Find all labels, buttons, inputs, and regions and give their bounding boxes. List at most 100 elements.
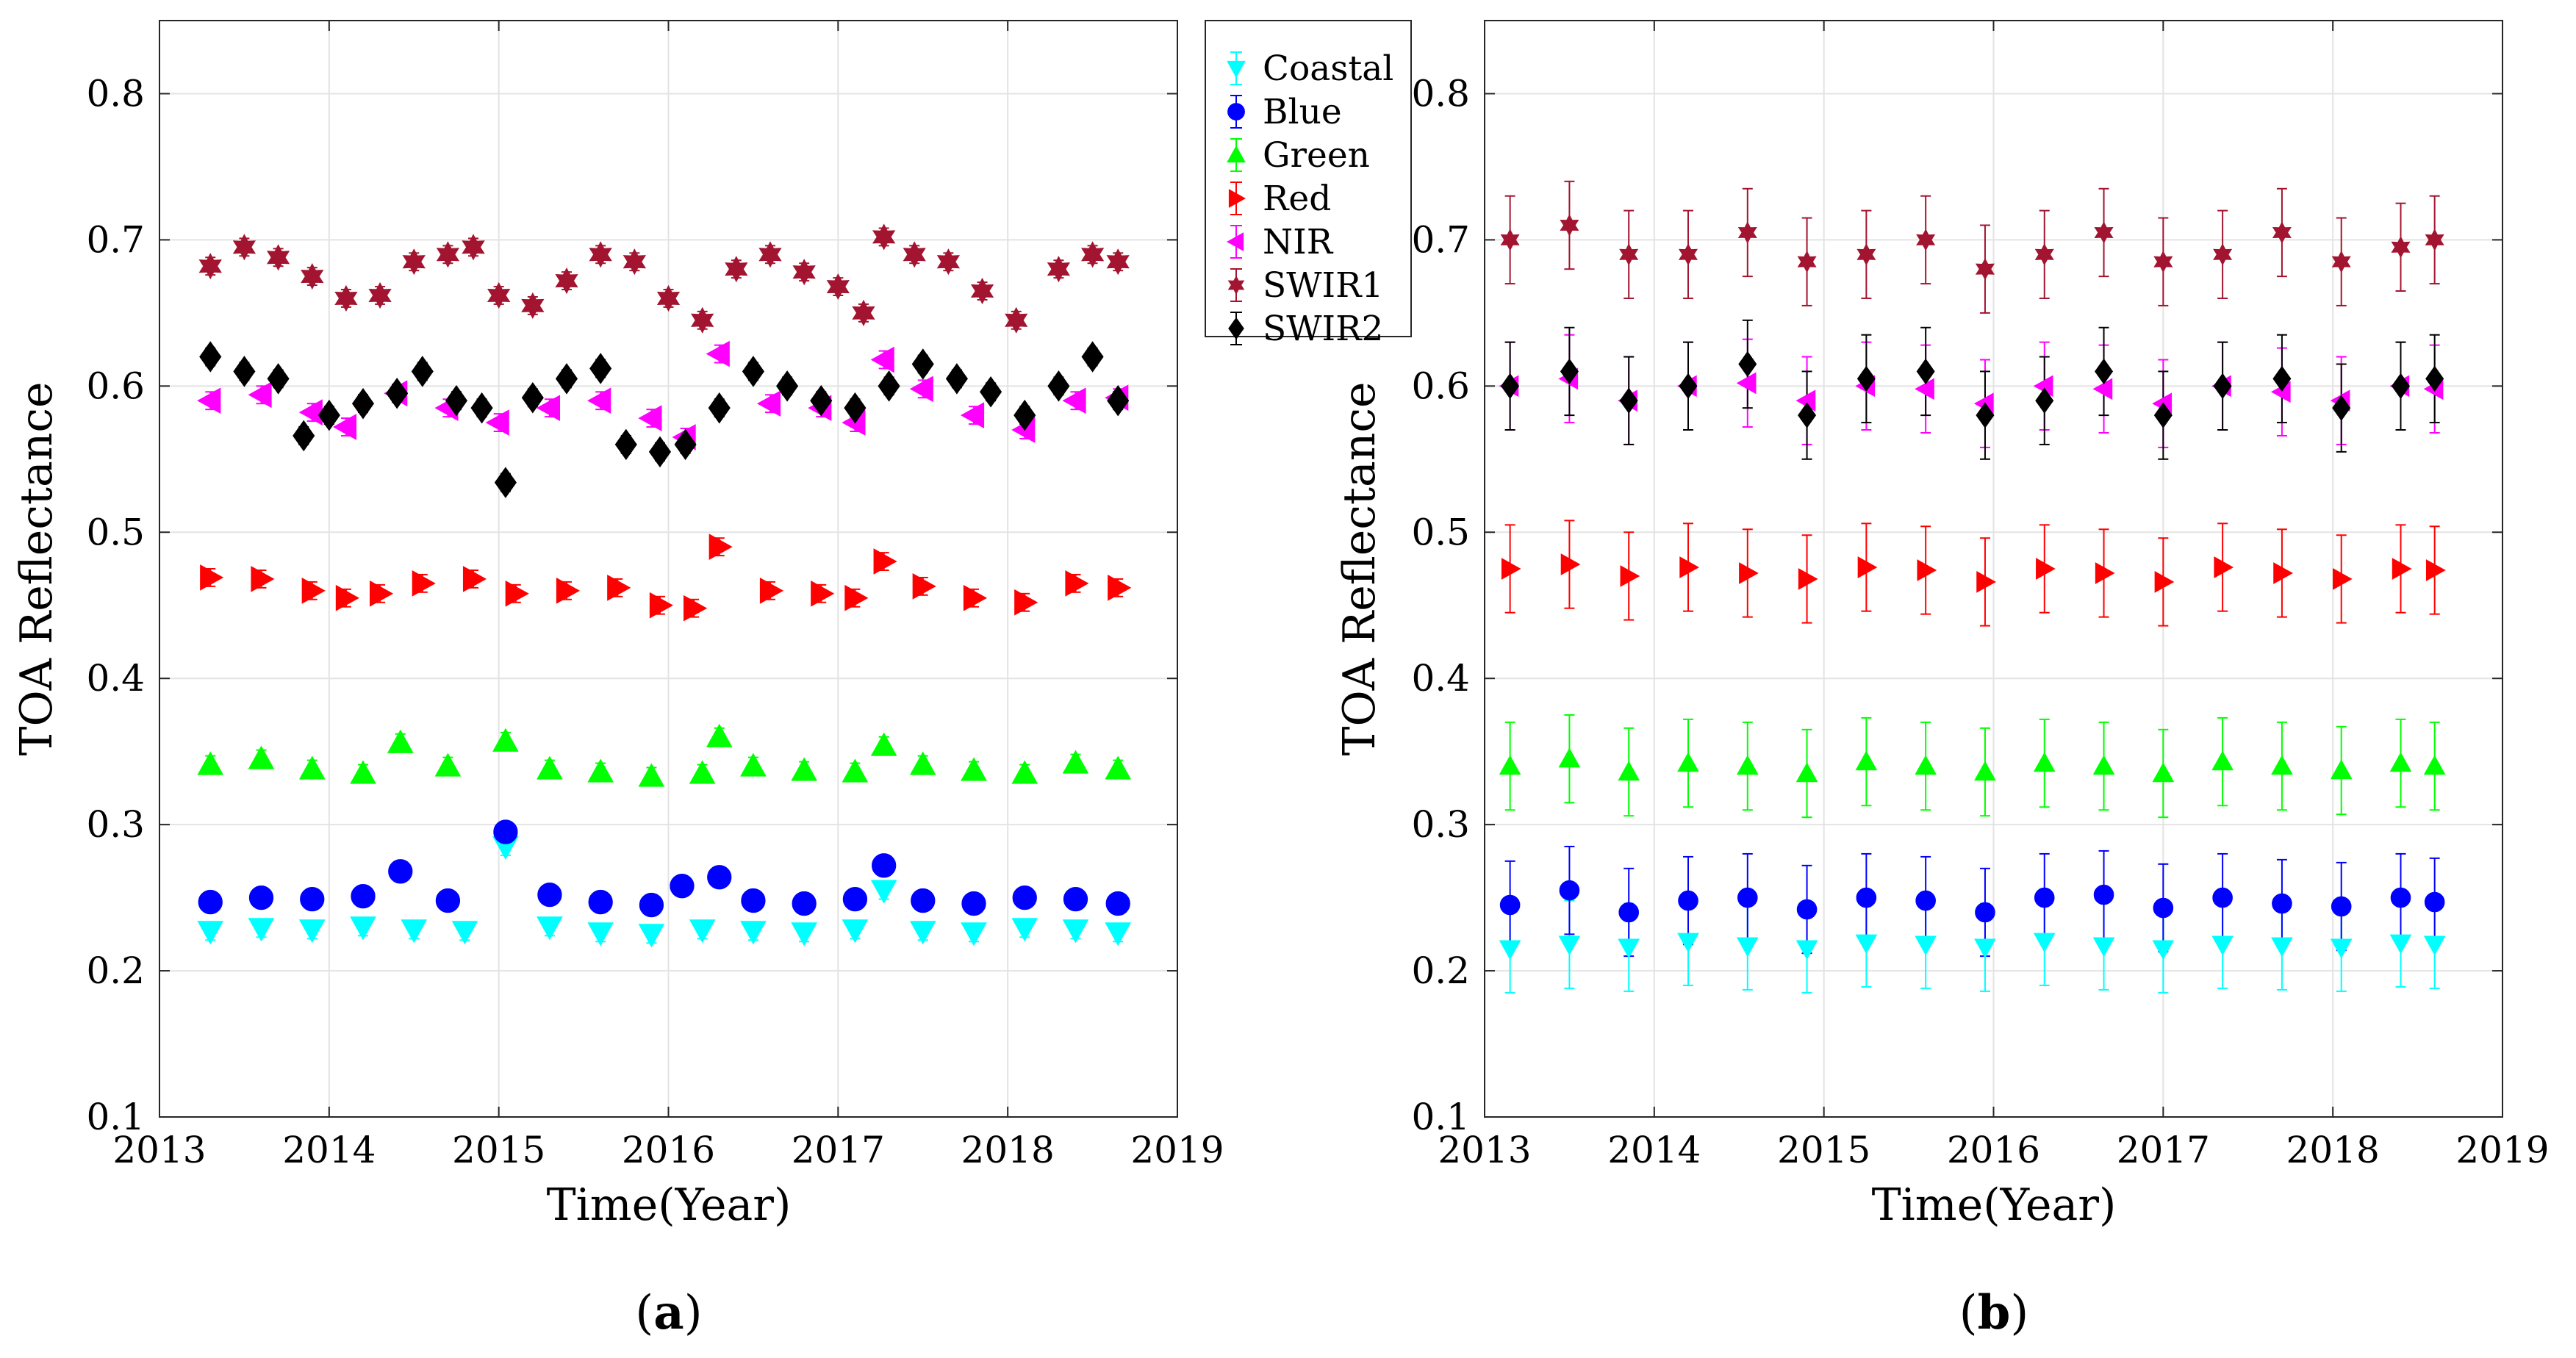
y-tick-label: 0.2 (86, 949, 145, 992)
swir2-point (1560, 358, 1579, 385)
red-point (301, 577, 326, 604)
y-tick-label: 0.4 (86, 657, 145, 700)
red-point (1560, 553, 1581, 575)
red-point (1857, 556, 1878, 578)
blue-point (911, 888, 936, 913)
swir2-point (2425, 365, 2444, 392)
legend-label: Blue (1263, 92, 1342, 132)
coastal-point (791, 922, 818, 946)
red-point (912, 573, 936, 600)
coastal-point (2092, 937, 2115, 958)
swir1-point (1975, 258, 1995, 281)
swir1-point (852, 299, 875, 326)
blue-point (842, 886, 868, 912)
green-point (870, 732, 897, 756)
green-point (1736, 755, 1759, 775)
swir2-point (386, 378, 409, 409)
swir1-point (589, 241, 612, 268)
blue-point (1559, 880, 1580, 901)
green-point (434, 752, 462, 777)
y-tick-label: 0.7 (86, 218, 145, 261)
green-point (2330, 759, 2353, 780)
blue-point (961, 891, 986, 916)
blue-point (388, 859, 413, 884)
swir2-point (445, 384, 468, 417)
red-point (1501, 558, 1521, 580)
swir1-point (1797, 251, 1817, 273)
swir1-point (1500, 229, 1520, 251)
blue-point (707, 865, 732, 890)
green-point (1855, 750, 1878, 771)
swir1-point (1080, 241, 1105, 268)
swir1-point (521, 292, 545, 319)
y-tick-label: 0.1 (1411, 1096, 1470, 1138)
green-point (1915, 755, 1937, 775)
panel-a-y-axis-label: TOA Reflectance (11, 381, 62, 755)
green-point (961, 757, 987, 781)
blue-point (1499, 894, 1521, 916)
x-tick-label: 2019 (1130, 1129, 1224, 1171)
panel-b-caption-close: ) (2010, 1286, 2028, 1340)
coastal-point (1974, 938, 1996, 959)
red-point (369, 580, 394, 607)
green-point (791, 757, 818, 781)
swir2-point (589, 353, 612, 384)
green-point (2152, 762, 2175, 783)
nir-point (960, 402, 985, 428)
blue-point (639, 892, 664, 918)
swir2-point (494, 467, 517, 498)
swir2-point (1081, 341, 1104, 373)
legend-item-swir2: SWIR2 (1228, 309, 1383, 349)
swir2-point (674, 428, 697, 461)
x-tick-label: 2017 (2117, 1129, 2210, 1171)
blue-point (1975, 902, 1995, 923)
red-point (1620, 565, 1640, 587)
coastal-point (1011, 918, 1038, 942)
green-point (1499, 755, 1521, 775)
y-tick-label: 0.4 (1411, 657, 1470, 700)
blue-point (2390, 887, 2411, 908)
red-point (251, 566, 275, 592)
x-tick-label: 2015 (1777, 1129, 1870, 1171)
legend-label: Green (1263, 135, 1370, 176)
nir-point (870, 346, 894, 373)
panel-b: 0.10.20.30.40.50.60.70.8 2013 2014 2015 201… (1334, 20, 2550, 1340)
panel-b-y-ticks: 0.1 0.2 0.3 0.4 0.5 0.6 0.7 0.8 (1411, 72, 2503, 1138)
coastal-point (870, 880, 897, 904)
nir-point (706, 340, 730, 367)
red-point (963, 584, 988, 611)
green-point (537, 755, 563, 780)
swir2-point (470, 392, 493, 424)
nir-point (909, 376, 933, 403)
x-tick-label: 2014 (1607, 1129, 1701, 1171)
panel-b-caption: (b) (1959, 1285, 2029, 1340)
x-tick-label: 2019 (2455, 1129, 2549, 1171)
green-point (1558, 747, 1581, 768)
blue-point (1063, 886, 1088, 912)
nir-point (248, 381, 272, 409)
y-tick-label: 0.3 (1411, 803, 1470, 846)
coastal-point (1558, 935, 1581, 956)
coastal-point (197, 921, 224, 945)
y-tick-label: 0.5 (86, 511, 145, 553)
swir2-point (2213, 373, 2232, 399)
green-point (2389, 752, 2412, 772)
swir1-point (232, 234, 256, 261)
swir1-point (301, 263, 324, 290)
panel-b-markers (1499, 214, 2446, 960)
legend-label: SWIR1 (1263, 265, 1383, 306)
blue-point (537, 882, 562, 908)
green-point (909, 751, 936, 775)
panel-b-caption-letter: b (1978, 1285, 2011, 1340)
red-point (2273, 562, 2293, 584)
swir2-point (2332, 395, 2351, 421)
blue-point (1618, 902, 1640, 923)
red-point (607, 575, 631, 601)
green-point (248, 745, 275, 769)
red-point (462, 566, 487, 592)
coastal-point (587, 922, 614, 946)
legend-label: Coastal (1263, 48, 1393, 89)
blue-point (1856, 887, 1877, 908)
red-marker-icon (1228, 189, 1246, 208)
swir1-point (872, 223, 896, 251)
